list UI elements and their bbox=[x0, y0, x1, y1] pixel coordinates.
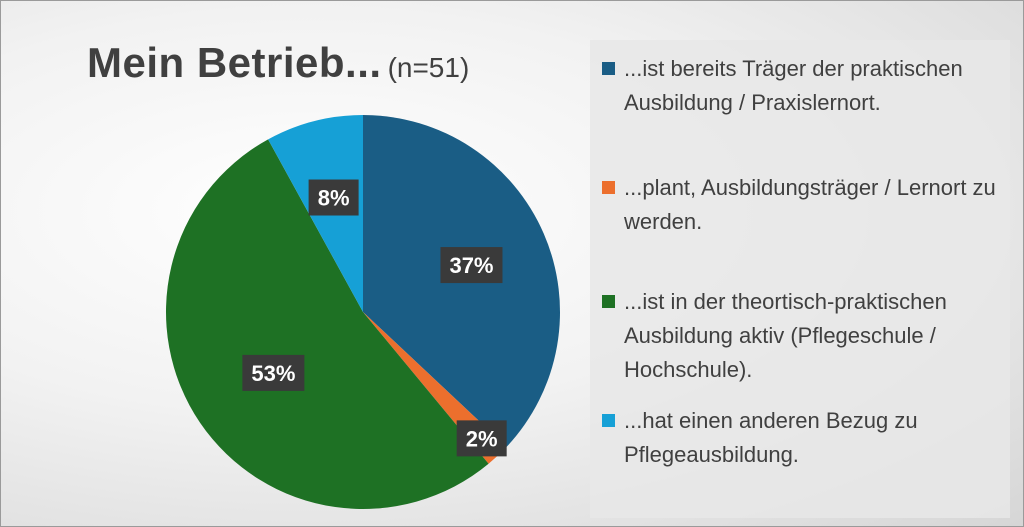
legend-swatch-blue bbox=[602, 62, 615, 75]
legend-swatch-lightblue bbox=[602, 414, 615, 427]
chart-title-main: Mein Betrieb... bbox=[87, 39, 382, 86]
chart-title: Mein Betrieb... (n=51) bbox=[87, 39, 469, 87]
data-label-anderer-bezug: 8% bbox=[308, 179, 359, 216]
legend-label: ...hat einen anderen Bezug zu Pflegeausb… bbox=[624, 408, 918, 467]
pie-slice-ausbildung-aktiv bbox=[166, 139, 489, 509]
data-label-background bbox=[440, 247, 503, 284]
legend-swatch-orange bbox=[602, 181, 615, 194]
data-label-text: 2% bbox=[466, 426, 498, 451]
data-label-traeger: 37% bbox=[440, 247, 503, 284]
data-label-background bbox=[308, 179, 359, 216]
chart-legend: ...ist bereits Träger der praktischen Au… bbox=[590, 40, 1010, 518]
data-label-text: 8% bbox=[318, 186, 350, 211]
legend-swatch-green bbox=[602, 295, 615, 308]
data-label-text: 53% bbox=[251, 361, 295, 386]
data-label-background bbox=[456, 420, 507, 457]
data-label-text: 37% bbox=[449, 253, 493, 278]
data-label-ausbildung-aktiv: 53% bbox=[242, 354, 305, 391]
legend-label: ...ist bereits Träger der praktischen Au… bbox=[624, 56, 963, 115]
data-label-background bbox=[242, 354, 305, 391]
chart-title-sample-size: (n=51) bbox=[387, 52, 470, 83]
legend-label: ...plant, Ausbildungsträger / Lernort zu… bbox=[624, 175, 996, 234]
legend-label: ...ist in der theortisch-praktischen Aus… bbox=[624, 289, 947, 382]
data-label-plant: 2% bbox=[456, 420, 507, 457]
